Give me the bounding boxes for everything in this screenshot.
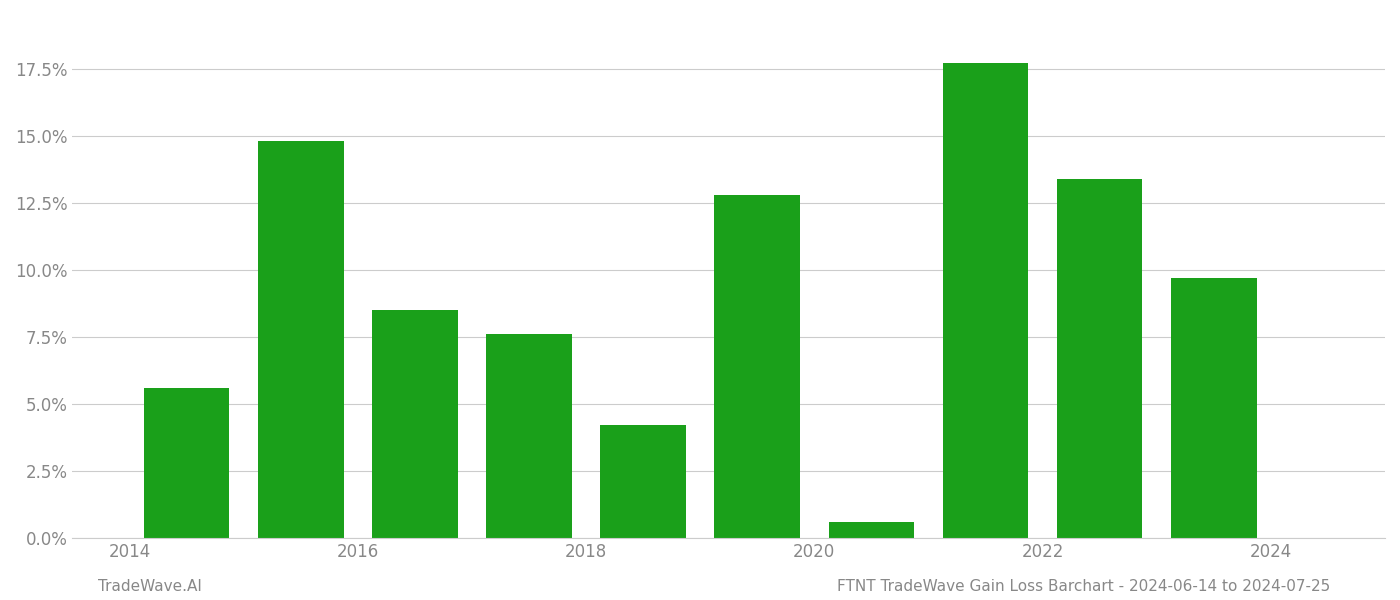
Text: FTNT TradeWave Gain Loss Barchart - 2024-06-14 to 2024-07-25: FTNT TradeWave Gain Loss Barchart - 2024… [837,579,1330,594]
Bar [486,334,571,538]
Bar [942,63,1029,538]
Bar [829,522,914,538]
Bar [144,388,230,538]
Bar [1170,278,1257,538]
Text: TradeWave.AI: TradeWave.AI [98,579,202,594]
Bar [258,141,343,538]
Bar [601,425,686,538]
Bar [1057,179,1142,538]
Bar [372,310,458,538]
Bar [714,195,799,538]
